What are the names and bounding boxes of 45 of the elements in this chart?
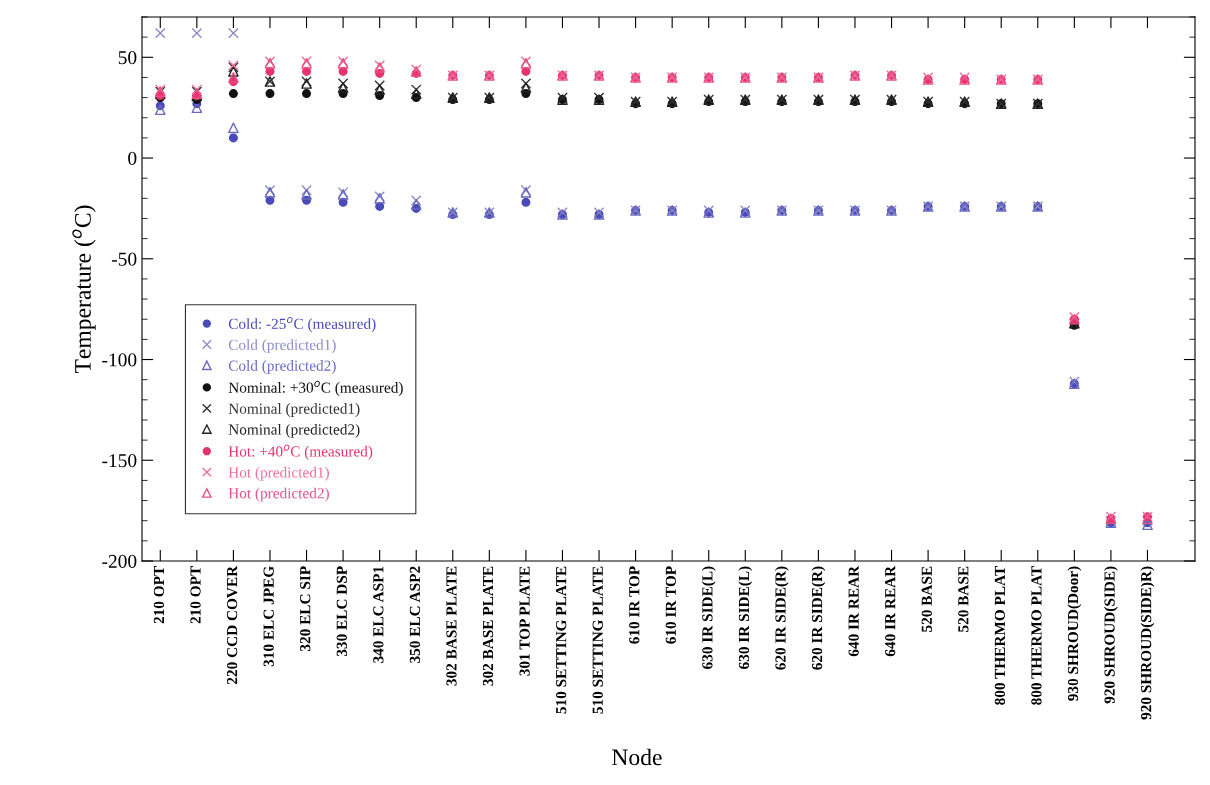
x-tick-label: 630 IR SIDE(L)	[701, 566, 716, 669]
x-tick-label: 340 ELC ASP1	[373, 566, 384, 663]
legend-label: Cold: -25$^{o}$C (measured)	[228, 317, 376, 333]
x-tick-label: 920 SHROUD(SIDE)	[1103, 566, 1118, 704]
legend-label: Nominal (predicted2)	[228, 423, 360, 438]
x-tick-label: 350 ELC ASP2	[409, 566, 421, 663]
x-tick-label: 640 IR REAR	[848, 565, 859, 657]
legend-label: Cold (predicted1)	[228, 339, 336, 354]
x-tick-label: 301 TOP PLATE	[519, 566, 530, 676]
x-tick-label: 630 IR SIDE(L)	[738, 566, 753, 669]
x-tick-label: 920 SHROUD(SIDE)R)	[1140, 566, 1155, 720]
x-tick-label: 220 CCD COVER	[226, 565, 238, 685]
x-tick-label: 620 IR SIDE(R)	[811, 566, 826, 670]
x-tick-label: 320 ELC SIP	[300, 566, 311, 652]
y-tick-label: 50	[118, 51, 137, 65]
y-tick-label: -150	[102, 454, 137, 468]
legend-label: Cold (predicted2)	[228, 360, 336, 374]
x-tick-label: 510 SETTING PLATE	[592, 566, 603, 714]
y-tick-label: 0	[128, 151, 137, 165]
legend-label: Nominal (predicted1)	[228, 403, 360, 417]
legend-label: Hot (predicted2)	[228, 487, 329, 502]
x-tick-label: 302 BASE PLATE	[482, 566, 494, 686]
x-tick-label: 610 IR TOP	[629, 566, 640, 644]
x-axis-title: Node	[612, 748, 662, 766]
x-tick-label: 310 ELC JPEG	[263, 566, 274, 667]
x-tick-label: 520 BASE	[958, 566, 969, 632]
x-tick-label: 800 THERMO PLAT	[1031, 566, 1042, 705]
x-tick-label: 930 SHROUD(Door)	[1067, 566, 1082, 701]
x-tick-label: 210 OPT	[153, 566, 165, 624]
x-tick-label: 302 BASE PLATE	[446, 566, 457, 686]
x-tick-label: 610 IR TOP	[665, 566, 676, 644]
x-tick-label: 800 THERMO PLAT	[994, 566, 1006, 705]
x-tick-label: 510 SETTING PLATE	[555, 566, 567, 714]
legend-label: Hot: +40$^{o}$C (measured)	[228, 444, 373, 460]
y-tick-label: -200	[102, 554, 137, 568]
legend-label: Nominal: +30$^{o}$C (measured)	[228, 380, 403, 396]
y-tick-label: -50	[111, 252, 137, 266]
x-tick-label: 640 IR REAR	[885, 565, 896, 657]
y-axis-title: Temperature ($^{o}$C)	[72, 205, 96, 374]
x-tick-label: 210 OPT	[190, 566, 201, 624]
x-tick-label: 520 BASE	[921, 566, 932, 632]
x-tick-label: 330 ELC DSP	[336, 566, 347, 657]
y-tick-label: -100	[102, 353, 137, 367]
legend-label: Hot (predicted1)	[228, 466, 329, 481]
x-tick-label: 620 IR SIDE(R)	[774, 566, 789, 670]
